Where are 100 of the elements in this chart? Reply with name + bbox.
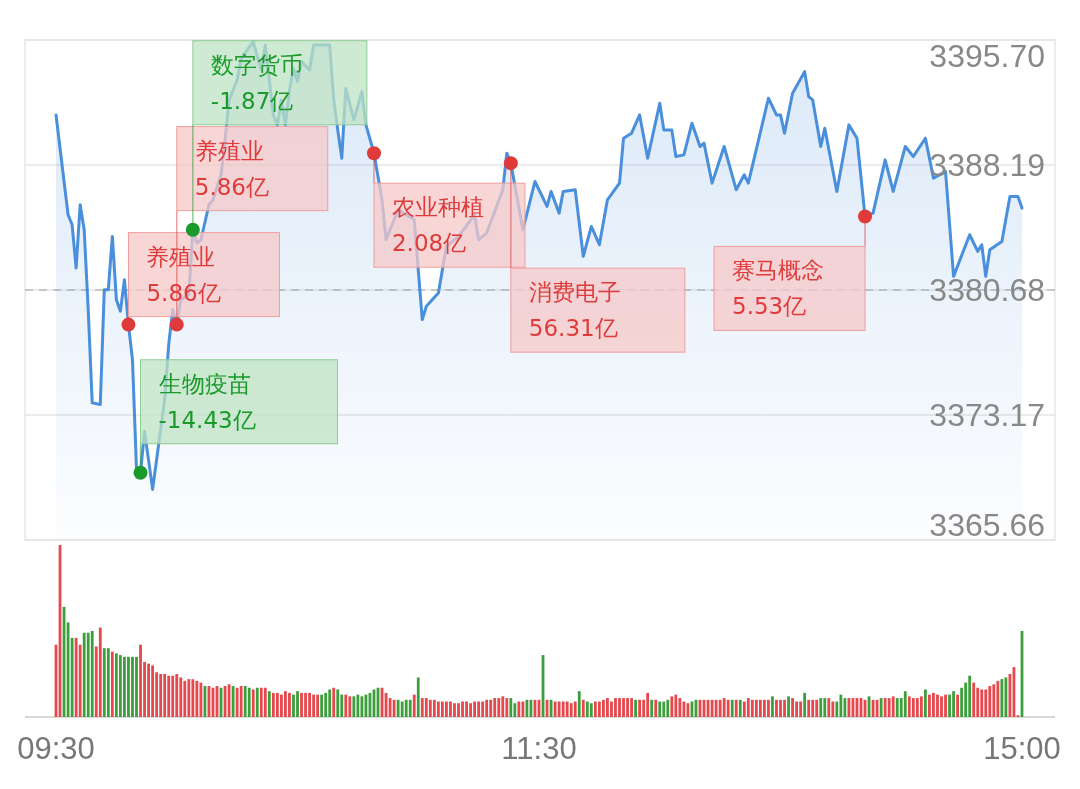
bar xyxy=(742,701,746,717)
bar xyxy=(263,687,267,717)
bar xyxy=(191,679,195,717)
bar xyxy=(477,701,481,717)
y-tick-label: 3365.66 xyxy=(929,507,1045,543)
bar xyxy=(183,680,187,717)
bar xyxy=(312,694,315,717)
bar xyxy=(259,687,263,717)
bar xyxy=(392,699,396,717)
bar xyxy=(879,698,883,717)
bar xyxy=(626,698,629,717)
bar xyxy=(622,698,625,717)
bar xyxy=(919,696,923,717)
bar xyxy=(275,692,279,717)
bar xyxy=(449,701,452,717)
bar xyxy=(320,694,324,717)
bar xyxy=(485,699,489,717)
x-tick-label: 15:00 xyxy=(983,731,1061,766)
bar xyxy=(746,698,750,717)
bar xyxy=(400,701,404,717)
bar xyxy=(280,694,283,717)
bar xyxy=(573,701,577,717)
bar xyxy=(976,687,980,717)
bar xyxy=(247,687,251,717)
bar xyxy=(730,699,734,717)
bar xyxy=(823,698,827,717)
bar xyxy=(336,689,340,717)
bar xyxy=(163,674,167,717)
bar xyxy=(445,701,448,717)
bar xyxy=(131,656,134,717)
x-tick-label: 11:30 xyxy=(501,731,577,766)
bar xyxy=(497,698,501,717)
bar xyxy=(114,653,118,717)
bar xyxy=(803,692,807,717)
bar xyxy=(461,701,464,717)
bar xyxy=(996,680,1000,717)
bar xyxy=(408,699,412,717)
bar xyxy=(243,686,247,717)
annotation: 养殖业 5.86亿 xyxy=(194,137,269,200)
bar xyxy=(292,694,295,717)
bar xyxy=(988,686,992,717)
bar xyxy=(795,701,798,717)
bar xyxy=(807,699,811,717)
bar xyxy=(646,692,650,717)
bar xyxy=(714,699,718,717)
bar xyxy=(932,692,935,717)
bar xyxy=(767,699,770,717)
bar xyxy=(883,698,887,717)
bar xyxy=(602,699,605,717)
bar xyxy=(288,692,291,717)
bar xyxy=(928,694,931,717)
bar xyxy=(754,699,758,717)
bar xyxy=(614,698,617,717)
bar xyxy=(90,631,94,717)
bar xyxy=(670,696,674,717)
bar xyxy=(267,691,271,717)
bar xyxy=(948,694,951,717)
bar xyxy=(428,699,432,717)
bar xyxy=(74,637,78,717)
bar xyxy=(251,689,255,717)
annotation: 生物疫苗 -14.43亿 xyxy=(158,370,256,433)
bar xyxy=(581,699,585,717)
bar xyxy=(501,696,505,717)
bar xyxy=(771,696,774,717)
bar xyxy=(469,703,472,717)
annotation: 消费电子 56.31亿 xyxy=(528,279,621,342)
bar xyxy=(557,701,561,717)
bar xyxy=(936,694,939,717)
bar xyxy=(915,698,919,717)
bar xyxy=(416,677,420,717)
bar xyxy=(895,698,899,717)
bar xyxy=(726,699,730,717)
bar xyxy=(308,692,311,717)
bar xyxy=(565,701,569,717)
bar xyxy=(231,686,235,717)
bar xyxy=(457,703,460,717)
bar xyxy=(561,701,565,717)
bar xyxy=(907,696,911,717)
bar xyxy=(517,701,521,717)
bar xyxy=(167,675,171,717)
bar xyxy=(352,696,356,717)
bar xyxy=(650,699,654,717)
bar xyxy=(106,648,110,717)
bar xyxy=(356,694,360,717)
y-tick-label: 3395.70 xyxy=(929,38,1045,75)
bar xyxy=(441,701,444,717)
bar xyxy=(179,677,183,717)
bar xyxy=(606,698,609,717)
bar xyxy=(424,698,428,717)
bar xyxy=(300,692,303,717)
bar xyxy=(473,701,476,717)
bar xyxy=(891,696,895,717)
bar xyxy=(750,699,754,717)
bar xyxy=(827,698,831,717)
y-tick-label: 3373.17 xyxy=(929,397,1045,433)
bar xyxy=(779,699,782,717)
bar xyxy=(775,699,778,717)
bar xyxy=(618,698,621,717)
annotation: 农业种植 2.08亿 xyxy=(391,194,484,257)
bar xyxy=(123,656,126,717)
